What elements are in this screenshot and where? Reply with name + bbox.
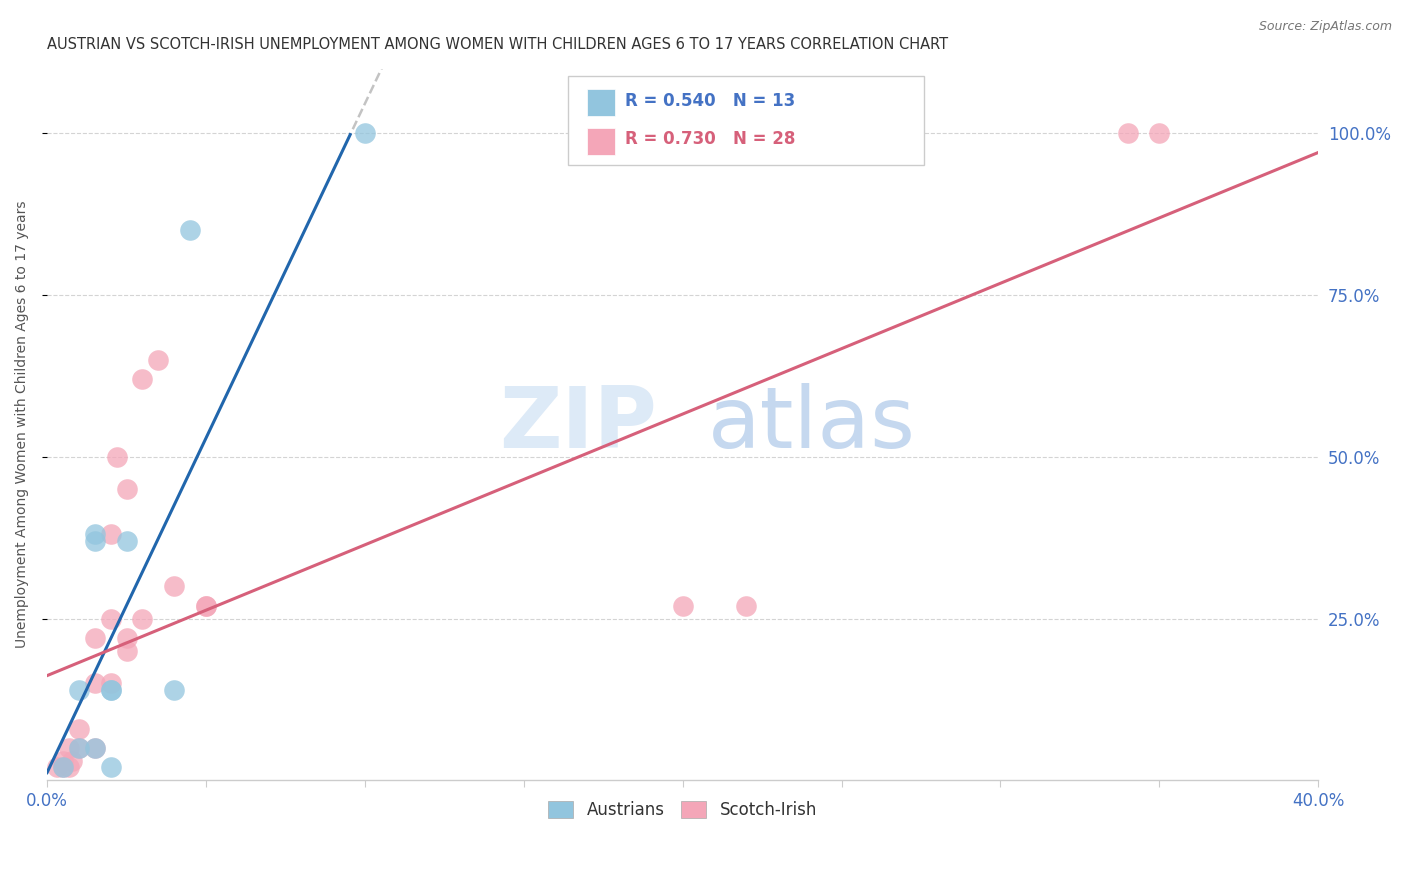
Point [52, 760, 75, 774]
Text: AUSTRIAN VS SCOTCH-IRISH UNEMPLOYMENT AMONG WOMEN WITH CHILDREN AGES 6 TO 17 YEA: AUSTRIAN VS SCOTCH-IRISH UNEMPLOYMENT AM… [46, 37, 948, 53]
Point [58, 741, 80, 756]
Text: R = 0.730   N = 28: R = 0.730 N = 28 [626, 130, 796, 148]
Point [1116, 127, 1139, 141]
Point [52, 760, 75, 774]
Point [179, 223, 201, 237]
Point [100, 611, 122, 625]
Point [58, 760, 80, 774]
Point [163, 579, 186, 593]
Point [672, 599, 695, 613]
Text: Source: ZipAtlas.com: Source: ZipAtlas.com [1258, 20, 1392, 33]
Point [83, 533, 105, 548]
Text: R = 0.540   N = 13: R = 0.540 N = 13 [626, 92, 796, 110]
Point [163, 682, 186, 697]
Point [83, 527, 105, 541]
Point [83, 741, 105, 756]
Point [194, 599, 217, 613]
Point [115, 644, 138, 658]
Legend: Austrians, Scotch-Irish: Austrians, Scotch-Irish [541, 794, 824, 825]
FancyBboxPatch shape [588, 89, 616, 116]
Point [62, 754, 84, 768]
Point [131, 372, 153, 386]
Text: atlas: atlas [709, 383, 917, 466]
Point [67, 722, 90, 736]
Point [45, 760, 67, 774]
FancyBboxPatch shape [588, 128, 616, 154]
Point [100, 682, 122, 697]
Point [105, 450, 128, 464]
Point [735, 599, 758, 613]
Point [115, 533, 138, 548]
Point [67, 682, 90, 697]
Point [67, 741, 90, 756]
Text: ZIP: ZIP [499, 383, 657, 466]
Point [194, 599, 217, 613]
Point [83, 676, 105, 690]
Point [52, 754, 75, 768]
Point [100, 760, 122, 774]
Point [100, 676, 122, 690]
Point [115, 631, 138, 645]
Point [100, 682, 122, 697]
Point [115, 482, 138, 496]
Point [100, 527, 122, 541]
Point [83, 631, 105, 645]
Point [83, 741, 105, 756]
Point [354, 127, 377, 141]
FancyBboxPatch shape [568, 76, 924, 165]
Y-axis label: Unemployment Among Women with Children Ages 6 to 17 years: Unemployment Among Women with Children A… [15, 201, 30, 648]
Point [148, 352, 170, 367]
Point [1149, 127, 1171, 141]
Point [131, 611, 153, 625]
Point [67, 741, 90, 756]
